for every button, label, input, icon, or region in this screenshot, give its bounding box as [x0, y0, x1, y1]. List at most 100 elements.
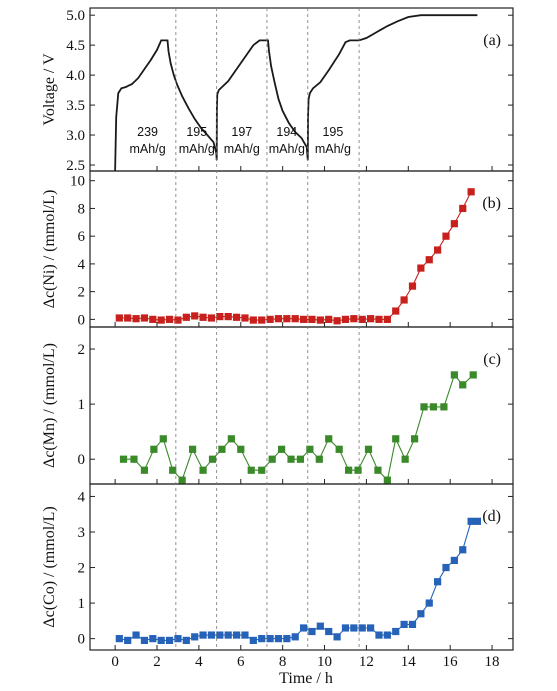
panel-c-data-point [140, 466, 149, 474]
panel-b-data-point [442, 232, 450, 240]
panel-c: 0 1 2 Δc(Mn) / (mmol/L) (c) [41, 326, 514, 485]
panel-d-data-point [140, 636, 149, 645]
panel-b-data-point [425, 256, 433, 264]
panel-d-ytick-label: 0 [78, 632, 86, 648]
capacity-unit-label: mAh/g [130, 142, 166, 156]
panel-d-data-point [283, 635, 291, 643]
panel-c-data-point [189, 445, 197, 453]
panel-a-letter: (a) [483, 32, 501, 49]
panel-d-data-point [291, 633, 299, 641]
panel-b-data-point [350, 315, 358, 323]
panel-a: 2.5 3.0 3.5 4.0 4.5 5.0 Voltage / V (a) 239 mAh/g… [41, 7, 514, 174]
panel-d-series-line [119, 520, 478, 641]
panel-c-data-point [178, 476, 186, 484]
x-axis: 0 2 4 6 8 10 12 14 16 18 [111, 166, 500, 670]
panel-c-data-point [287, 455, 295, 463]
panel-d-data-point [241, 631, 249, 639]
panel-c-data-point [268, 455, 276, 463]
panel-d-data-point [375, 631, 383, 639]
panel-c-data-point [459, 381, 467, 389]
panel-d-data-point [174, 635, 182, 643]
panel-d-ytick-label: 3 [78, 525, 86, 541]
panel-b-data-point [299, 315, 308, 323]
x-tick-label: 10 [317, 654, 332, 670]
capacity-unit-label: mAh/g [179, 142, 215, 156]
capacity-value-label: 195 [322, 125, 343, 139]
panel-b-data-point [316, 316, 324, 324]
capacity-value-label: 194 [276, 125, 297, 139]
panel-b-data-point [325, 315, 333, 323]
panel-d-data-point [459, 546, 467, 554]
panel-c-data-point [227, 435, 235, 443]
panel-b-data-point [165, 315, 174, 323]
panel-c-data-point [247, 466, 255, 474]
panel-b-data-point [408, 282, 417, 290]
panel-c-data-point [119, 455, 128, 463]
panel-b-ytick-label: 2 [78, 285, 86, 301]
capacity-unit-label: mAh/g [269, 142, 305, 156]
panel-b-data-point [174, 316, 182, 324]
panel-d-data-point [274, 635, 283, 643]
panel-c-data-point [401, 455, 409, 463]
panel-c-data-point [450, 371, 458, 379]
panel-c-data-point [258, 466, 266, 474]
panel-c-data-point [150, 445, 158, 453]
panel-b-data-point [249, 316, 257, 324]
panel-c-ytick-label: 0 [78, 452, 86, 468]
panel-b-data-point [115, 314, 123, 322]
panel-d-frame [89, 483, 514, 651]
panel-a-ytick-label: 3.5 [66, 98, 85, 114]
panel-c-data-point [354, 466, 362, 474]
panel-b-letter: (b) [482, 195, 501, 212]
panel-d-data-point [216, 631, 224, 639]
panel-b-data-point [367, 315, 375, 323]
x-tick-label: 12 [359, 654, 374, 670]
panel-b-data-point [207, 314, 216, 322]
panel-b-data-point [375, 315, 383, 323]
x-tick-label: 0 [111, 654, 119, 670]
panel-b-data-point [467, 188, 475, 196]
panel-c-data-point [364, 445, 373, 453]
panel-c-data-point [159, 435, 167, 443]
panel-c-data-point [469, 371, 477, 379]
panel-b-data-point [216, 313, 224, 321]
panel-c-data-point [325, 435, 333, 443]
panel-b-data-point [333, 317, 341, 325]
panel-d-data-point [299, 624, 308, 632]
panel-d-data-point [473, 517, 482, 525]
capacity-value-label: 239 [137, 125, 158, 139]
panel-a-ytick-label: 2.5 [66, 158, 85, 174]
panel-b-data-point [182, 313, 190, 321]
panel-c-data-point [130, 455, 138, 463]
panel-d-data-point [467, 517, 475, 525]
panel-d-data-point [417, 610, 425, 618]
panel-d-data-point [182, 636, 190, 645]
panel-d-data-point [341, 624, 350, 632]
panel-c-data-point [374, 466, 382, 474]
panel-d-data-point [325, 627, 333, 636]
panel-d-data-point [224, 631, 232, 639]
panel-d-data-point [392, 627, 400, 636]
x-tick-label: 8 [279, 654, 287, 670]
panel-b-data-point [199, 313, 207, 321]
panel-b-data-point [266, 315, 274, 323]
panel-b-ytick-label: 10 [70, 174, 85, 190]
panel-b-data-point [383, 315, 391, 323]
panel-b-data-point [124, 314, 132, 322]
panel-a-ytick-label: 4.0 [66, 68, 85, 84]
panel-d-data-point [400, 620, 408, 629]
panel-d-data-point [191, 633, 199, 641]
panel-d-data-point [115, 635, 123, 643]
panel-b-frame [89, 170, 514, 328]
panel-c-data-point [335, 445, 343, 453]
panel-b-data-point [132, 315, 140, 323]
panel-d-data-point [350, 624, 358, 632]
panel-b-data-point [291, 315, 299, 323]
panel-c-data-point [296, 455, 305, 463]
panel-d-data-point [316, 622, 324, 630]
panel-b-data-point [157, 316, 165, 324]
panel-a-ytick-label: 4.5 [66, 38, 85, 54]
panel-b-data-point [450, 220, 458, 228]
capacity-value-label: 197 [231, 125, 252, 139]
